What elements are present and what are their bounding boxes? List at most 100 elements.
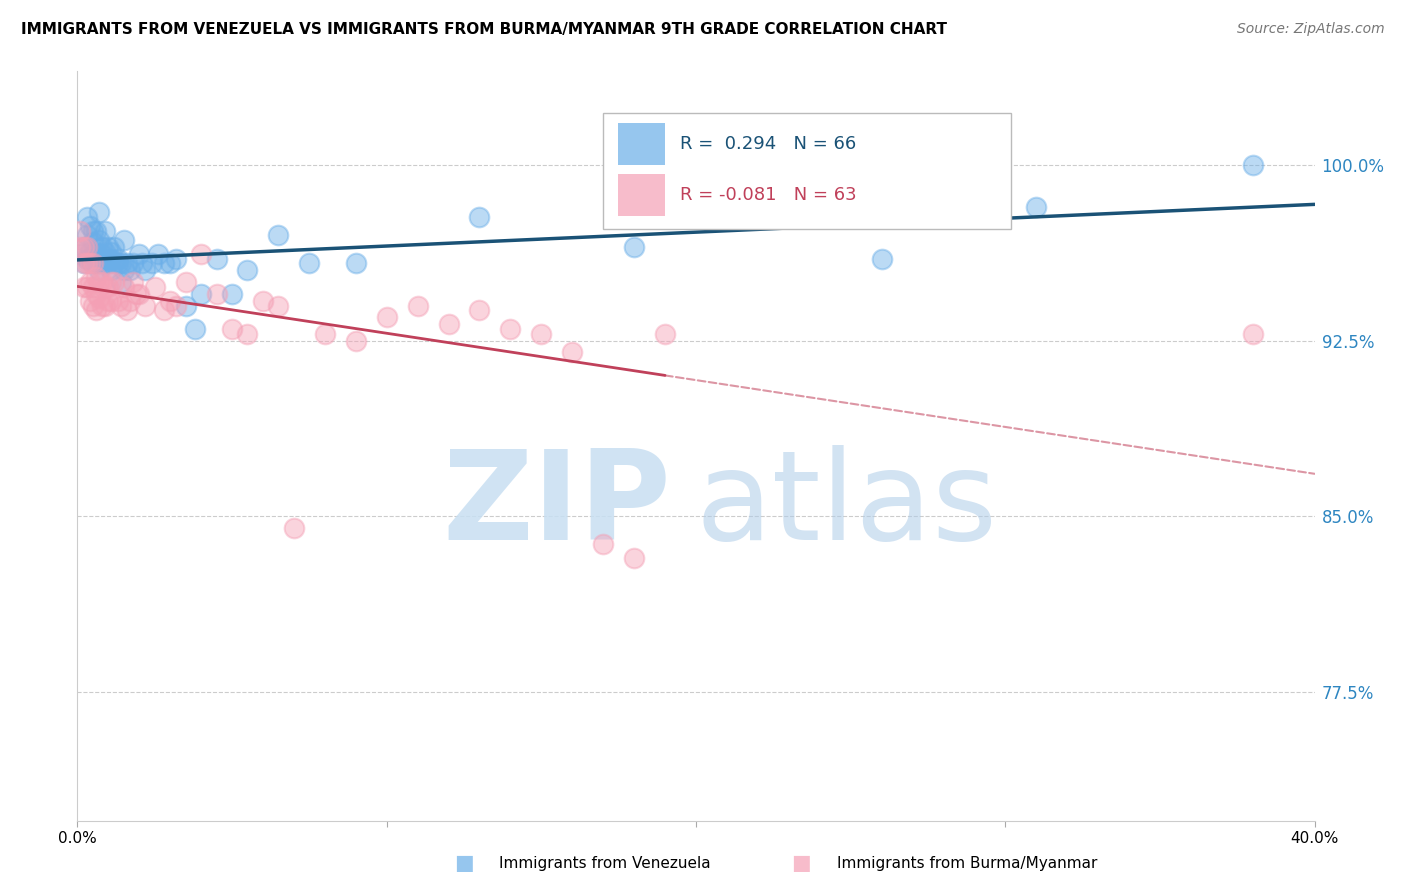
Point [1241, 158, 1264, 172]
Point [236, 263, 259, 277]
Point [76, 256, 98, 270]
Point [128, 286, 150, 301]
Point [592, 537, 614, 551]
Point [298, 256, 321, 270]
Point [267, 228, 290, 243]
Text: Source: ZipAtlas.com: Source: ZipAtlas.com [1237, 22, 1385, 37]
Point [94, 224, 117, 238]
Text: Immigrants from Venezuela: Immigrants from Venezuela [499, 856, 711, 871]
Point [1241, 326, 1264, 341]
Point [87, 275, 110, 289]
Point [184, 322, 207, 336]
Point [97, 240, 120, 254]
Point [190, 286, 212, 301]
Point [79, 293, 101, 308]
Point [314, 326, 336, 341]
Point [94, 256, 117, 270]
Point [236, 326, 259, 341]
Point [72, 240, 94, 254]
Point [79, 256, 101, 270]
Text: ■: ■ [454, 854, 474, 873]
Point [87, 256, 110, 270]
Point [84, 224, 107, 238]
Point [165, 252, 187, 266]
Text: Immigrants from Burma/Myanmar: Immigrants from Burma/Myanmar [837, 856, 1097, 871]
Point [87, 233, 110, 247]
Point [112, 263, 135, 277]
Point [72, 280, 94, 294]
Point [107, 252, 129, 266]
Point [437, 317, 460, 331]
Point [79, 275, 101, 289]
Point [82, 256, 104, 270]
Point [134, 299, 156, 313]
Point [82, 280, 104, 294]
Bar [619, 123, 665, 165]
Point [141, 256, 163, 270]
Point [112, 233, 135, 247]
Point [87, 263, 110, 277]
Point [103, 256, 125, 270]
Point [1025, 200, 1047, 214]
Point [107, 293, 129, 308]
Point [134, 263, 156, 277]
Point [654, 326, 676, 341]
Y-axis label: 9th Grade: 9th Grade [0, 408, 7, 484]
Text: ■: ■ [792, 854, 811, 873]
Point [530, 326, 553, 341]
Point [112, 280, 135, 294]
Point [76, 228, 98, 243]
Point [122, 256, 145, 270]
Point [118, 263, 141, 277]
Point [84, 303, 107, 318]
Point [118, 293, 141, 308]
Point [468, 303, 491, 318]
Point [623, 240, 645, 254]
Point [283, 521, 305, 535]
Point [870, 252, 893, 266]
Point [100, 244, 122, 259]
Point [97, 293, 120, 308]
Point [131, 256, 153, 270]
Point [76, 210, 98, 224]
Point [159, 293, 181, 308]
Point [91, 254, 114, 268]
Point [97, 280, 120, 294]
Point [91, 247, 114, 261]
Point [344, 256, 367, 270]
Point [84, 252, 107, 266]
Point [159, 256, 181, 270]
Point [84, 286, 107, 301]
Point [561, 345, 583, 359]
Point [79, 244, 101, 259]
Point [205, 252, 228, 266]
Point [375, 310, 398, 325]
Point [84, 244, 107, 259]
Point [94, 299, 117, 313]
Point [153, 256, 176, 270]
Point [153, 303, 176, 318]
Point [221, 322, 243, 336]
Point [87, 205, 110, 219]
Text: R =  0.294   N = 66: R = 0.294 N = 66 [681, 135, 856, 153]
Point [91, 299, 114, 313]
Point [344, 334, 367, 348]
Point [72, 240, 94, 254]
Point [94, 280, 117, 294]
Point [103, 240, 125, 254]
Point [190, 247, 212, 261]
Point [82, 235, 104, 250]
Point [100, 252, 122, 266]
Point [82, 224, 104, 238]
Point [146, 247, 169, 261]
Point [97, 256, 120, 270]
Point [82, 247, 104, 261]
Point [499, 322, 522, 336]
Point [267, 299, 290, 313]
Point [143, 280, 166, 294]
Point [221, 286, 243, 301]
Point [165, 299, 187, 313]
Point [91, 275, 114, 289]
Text: atlas: atlas [696, 445, 998, 566]
Point [623, 551, 645, 566]
